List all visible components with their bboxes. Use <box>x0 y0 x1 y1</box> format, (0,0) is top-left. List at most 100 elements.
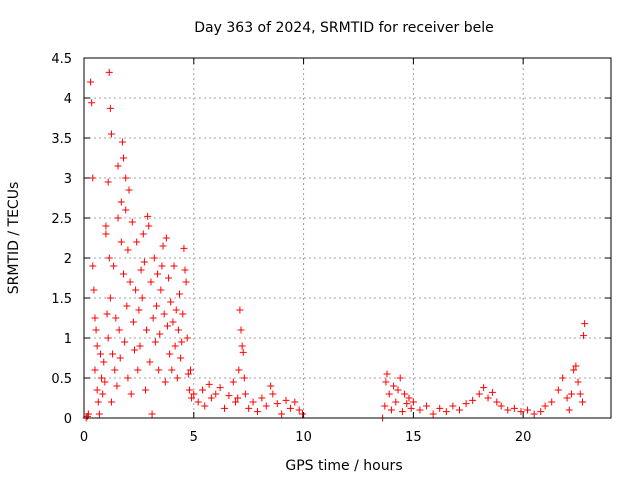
data-point <box>238 342 246 350</box>
y-tick-label: 2 <box>64 252 72 267</box>
data-point <box>125 186 133 194</box>
data-point <box>118 138 126 146</box>
data-point <box>122 174 130 182</box>
data-point <box>151 338 159 346</box>
data-point <box>183 334 191 342</box>
data-point <box>241 390 249 398</box>
data-point <box>262 402 270 410</box>
data-point <box>574 378 582 386</box>
data-point <box>114 162 122 170</box>
data-point <box>559 374 567 382</box>
data-point <box>524 406 532 414</box>
data-point <box>176 290 184 298</box>
data-point <box>407 404 415 412</box>
data-point <box>229 378 237 386</box>
data-point <box>143 326 151 334</box>
data-point <box>163 322 171 330</box>
data-point <box>134 366 142 374</box>
data-point <box>475 390 483 398</box>
x-tick-label: 0 <box>80 430 88 445</box>
data-point <box>110 262 118 270</box>
data-point <box>504 406 512 414</box>
data-point <box>166 350 174 358</box>
data-point <box>177 354 185 362</box>
data-point <box>161 378 169 386</box>
data-point <box>149 314 157 322</box>
y-tick-label: 0.5 <box>51 372 72 387</box>
data-point <box>112 314 120 322</box>
data-point <box>493 398 501 406</box>
data-point <box>278 410 286 418</box>
data-point <box>150 254 158 262</box>
x-tick-label: 5 <box>190 430 198 445</box>
data-point <box>186 366 194 374</box>
data-point <box>236 306 244 314</box>
data-point <box>396 374 404 382</box>
data-point <box>106 294 114 302</box>
data-point <box>554 386 562 394</box>
data-point <box>537 408 545 416</box>
data-point <box>269 390 277 398</box>
data-point <box>144 212 152 220</box>
data-point <box>155 366 163 374</box>
data-point <box>240 374 248 382</box>
data-point <box>423 402 431 410</box>
data-point <box>117 238 125 246</box>
data-point <box>95 410 103 418</box>
data-point <box>205 380 213 388</box>
data-point <box>115 326 123 334</box>
data-point <box>126 278 134 286</box>
data-point <box>381 402 389 410</box>
data-point <box>103 310 111 318</box>
data-point <box>152 302 160 310</box>
data-point <box>576 390 584 398</box>
data-point <box>469 396 477 404</box>
data-point <box>148 410 156 418</box>
data-point <box>111 366 119 374</box>
y-tick-label: 1.5 <box>51 292 72 307</box>
data-point <box>181 266 189 274</box>
x-axis-label: GPS time / hours <box>285 458 402 474</box>
data-point <box>132 286 140 294</box>
y-tick-label: 0 <box>64 412 72 427</box>
data-point <box>194 398 202 406</box>
data-point <box>182 278 190 286</box>
data-point <box>517 408 525 416</box>
data-point <box>295 406 303 414</box>
data-point <box>88 99 96 107</box>
data-point <box>107 130 115 138</box>
data-point <box>162 234 170 242</box>
data-point <box>253 408 261 416</box>
data-point <box>117 198 125 206</box>
data-point <box>455 406 463 414</box>
data-point <box>96 350 104 358</box>
data-point <box>89 174 97 182</box>
x-tick-label: 15 <box>405 430 422 445</box>
data-point <box>154 270 162 278</box>
data-point <box>235 366 243 374</box>
data-point <box>136 342 144 350</box>
y-axis-label: SRMTID / TECUs <box>6 182 22 295</box>
data-point <box>133 238 141 246</box>
data-point <box>267 382 275 390</box>
data-point <box>273 400 281 408</box>
data-point <box>225 392 233 400</box>
data-point <box>581 320 589 328</box>
data-point <box>102 230 110 238</box>
data-point <box>171 342 179 350</box>
data-point <box>105 254 113 262</box>
data-point <box>93 386 101 394</box>
data-point <box>484 394 492 402</box>
data-point <box>570 366 578 374</box>
y-tick-label: 2.5 <box>51 212 72 227</box>
data-point <box>563 394 571 402</box>
data-point <box>390 382 398 390</box>
data-point <box>385 390 393 398</box>
axis-tick-labels: 0 0.5 1 1.5 2 2.5 3 3.5 4 4.5 0 5 10 15 20 <box>51 52 531 445</box>
data-point <box>122 206 130 214</box>
data-point <box>113 382 121 390</box>
data-point <box>298 410 306 418</box>
data-point <box>98 374 106 382</box>
grid <box>84 58 611 418</box>
